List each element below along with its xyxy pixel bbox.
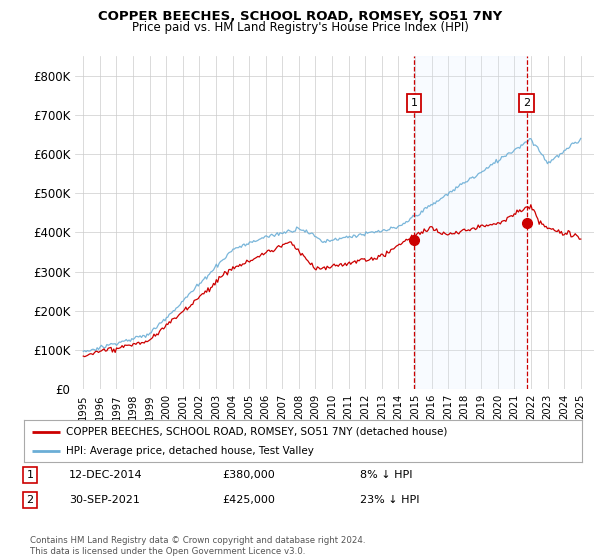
Text: £425,000: £425,000	[222, 495, 275, 505]
Text: Price paid vs. HM Land Registry's House Price Index (HPI): Price paid vs. HM Land Registry's House …	[131, 21, 469, 34]
Text: £380,000: £380,000	[222, 470, 275, 480]
Text: COPPER BEECHES, SCHOOL ROAD, ROMSEY, SO51 7NY: COPPER BEECHES, SCHOOL ROAD, ROMSEY, SO5…	[98, 10, 502, 23]
Text: HPI: Average price, detached house, Test Valley: HPI: Average price, detached house, Test…	[66, 446, 314, 456]
Text: 12-DEC-2014: 12-DEC-2014	[69, 470, 143, 480]
Bar	[414, 56, 527, 389]
Text: 1: 1	[26, 470, 34, 480]
Text: 2: 2	[523, 97, 530, 108]
Text: COPPER BEECHES, SCHOOL ROAD, ROMSEY, SO51 7NY (detached house): COPPER BEECHES, SCHOOL ROAD, ROMSEY, SO5…	[66, 427, 447, 437]
Text: 30-SEP-2021: 30-SEP-2021	[69, 495, 140, 505]
Text: 23% ↓ HPI: 23% ↓ HPI	[360, 495, 419, 505]
Text: 2: 2	[26, 495, 34, 505]
Text: 1: 1	[410, 97, 418, 108]
Text: 8% ↓ HPI: 8% ↓ HPI	[360, 470, 413, 480]
Text: Contains HM Land Registry data © Crown copyright and database right 2024.
This d: Contains HM Land Registry data © Crown c…	[30, 536, 365, 556]
